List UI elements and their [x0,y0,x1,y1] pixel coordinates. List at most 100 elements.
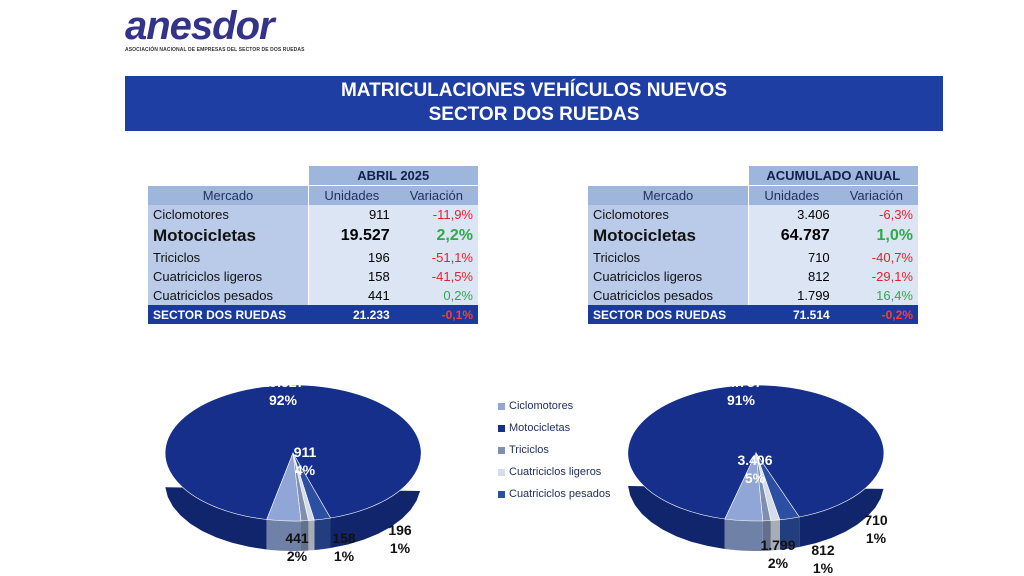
legend-label: Cuatriciclos ligeros [509,466,602,478]
table-row: Cuatriciclos pesados 441 0,2% [148,286,478,305]
legend-item: Triciclos [498,439,611,461]
variation-cell: 16,4% [834,286,918,305]
pie-percent-label: 1% [390,540,411,556]
col-units-header: Unidades [747,185,835,205]
legend-item: Cuatriciclos ligeros [498,461,611,483]
total-units: 21.233 [308,305,395,324]
legend-swatch [498,424,505,432]
column-header-row: Mercado Unidades Variación [148,185,478,205]
market-cell: Cuatriciclos ligeros [148,267,309,286]
pie-percent-label: 2% [287,548,308,564]
pie-value-label: 19.527 [262,374,305,390]
header-spacer [148,166,309,186]
pie-value-label: 1.799 [760,537,795,553]
total-row: SECTOR DOS RUEDAS 21.233 -0,1% [148,305,478,324]
pie-side-ciclomotores [266,519,301,551]
pie-value-label: 911 [294,444,317,460]
units-cell: 3.406 [747,205,835,224]
pie-percent-label: 91% [727,392,756,408]
banner-line-2: SECTOR DOS RUEDAS [428,104,640,125]
units-cell: 812 [747,267,835,286]
pie-value-label: 196 [388,522,412,538]
variation-cell: 2,2% [394,224,478,248]
period-label: ABRIL 2025 [308,166,478,186]
legend-swatch [498,446,505,454]
pie-slice-ciclomotores [266,452,302,522]
variation-cell: -41,5% [394,267,478,286]
units-cell: 196 [307,248,395,267]
col-market-header: Mercado [148,185,309,205]
legend-item: Motocicletas [498,417,611,439]
legend-label: Motocicletas [509,422,571,434]
col-units-header: Unidades [307,185,395,205]
logo-tagline: ASOCIACIÓN NACIONAL DE EMPRESAS DEL SECT… [125,47,305,53]
table-row: Cuatriciclos ligeros 158 -41,5% [148,267,478,286]
pie-side-cuatriciclos-pesados [779,517,800,550]
legend-swatch [498,402,505,410]
table-row: Triciclos 196 -51,1% [148,248,478,267]
pie-value-label: 158 [332,530,356,546]
variation-cell: 1,0% [834,224,918,248]
pie-percent-label: 1% [334,548,355,564]
pie-percent-label: 92% [269,392,298,408]
total-variation: -0,1% [394,305,478,324]
total-label: SECTOR DOS RUEDAS [588,305,749,324]
variation-cell: -29,1% [834,267,918,286]
title-banner: MATRICULACIONES VEHÍCULOS NUEVOS SECTOR … [125,76,943,131]
variation-cell: 0,2% [394,286,478,305]
pie-percent-label: 4% [295,462,316,478]
pie-percent-label: 2% [768,555,789,571]
total-row: SECTOR DOS RUEDAS 71.514 -0,2% [588,305,918,324]
col-var-header: Variación [394,185,478,205]
legend-label: Ciclomotores [509,400,574,412]
market-cell: Motocicletas [148,224,309,248]
annual-pie-chart: 3.406 5% 64.787 91% 710 1% 812 1% 1.799 2% [627,374,888,575]
units-cell: 1.799 [747,286,835,305]
period-label: ACUMULADO ANUAL [748,166,918,186]
units-cell: 158 [307,267,395,286]
table-row: Cuatriciclos ligeros 812 -29,1% [588,267,918,286]
pie-percent-label: 1% [866,530,887,546]
col-var-header: Variación [834,185,918,205]
anesdor-logo: anesdor ASOCIACIÓN NACIONAL DE EMPRESAS … [125,6,305,53]
period-header-row: ACUMULADO ANUAL [588,166,918,186]
pie-value-label: 441 [285,530,309,546]
pie-side-ciclomotores [724,519,763,551]
total-units: 71.514 [748,305,835,324]
pie-value-label: 64.787 [720,374,763,390]
pie-slice-motocicletas [627,384,885,520]
period-header-row: ABRIL 2025 [148,166,478,186]
units-cell: 64.787 [747,224,835,248]
pie-value-label: 710 [864,512,888,528]
table-row: Motocicletas 64.787 1,0% [588,224,918,248]
table-row: Triciclos 710 -40,7% [588,248,918,267]
variation-cell: -11,9% [394,205,478,224]
table-row: Motocicletas 19.527 2,2% [148,224,478,248]
legend-swatch [498,490,505,498]
market-cell: Triciclos [148,248,309,267]
market-cell: Cuatriciclos pesados [148,286,309,305]
col-market-header: Mercado [588,185,749,205]
pie-side-triciclos [301,520,309,551]
column-header-row: Mercado Unidades Variación [588,185,918,205]
annual-table: ACUMULADO ANUAL Mercado Unidades Variación C… [588,166,918,324]
pie-side-cuatriciclos-pesados [314,518,331,551]
pie-percent-label: 5% [745,470,766,486]
market-cell: Triciclos [588,248,749,267]
legend-label: Triciclos [509,444,549,456]
legend-swatch [498,468,505,476]
pie-side-cuatriciclos-ligeros [308,520,315,551]
variation-cell: -40,7% [834,248,918,267]
monthly-pie-chart: 911 4% 19.527 92% 196 1% 158 1% 441 2% [164,374,422,564]
table-row: Cuatriciclos pesados 1.799 16,4% [588,286,918,305]
table-row: Ciclomotores 911 -11,9% [148,205,478,224]
pie-side-triciclos [762,520,771,551]
pie-value-label: 3.406 [737,452,772,468]
units-cell: 441 [307,286,395,305]
legend-item: Ciclomotores [498,395,611,417]
total-variation: -0,2% [834,305,918,324]
header-spacer [588,166,749,186]
units-cell: 710 [747,248,835,267]
banner-line-1: MATRICULACIONES VEHÍCULOS NUEVOS [340,80,727,101]
market-cell: Motocicletas [588,224,749,248]
